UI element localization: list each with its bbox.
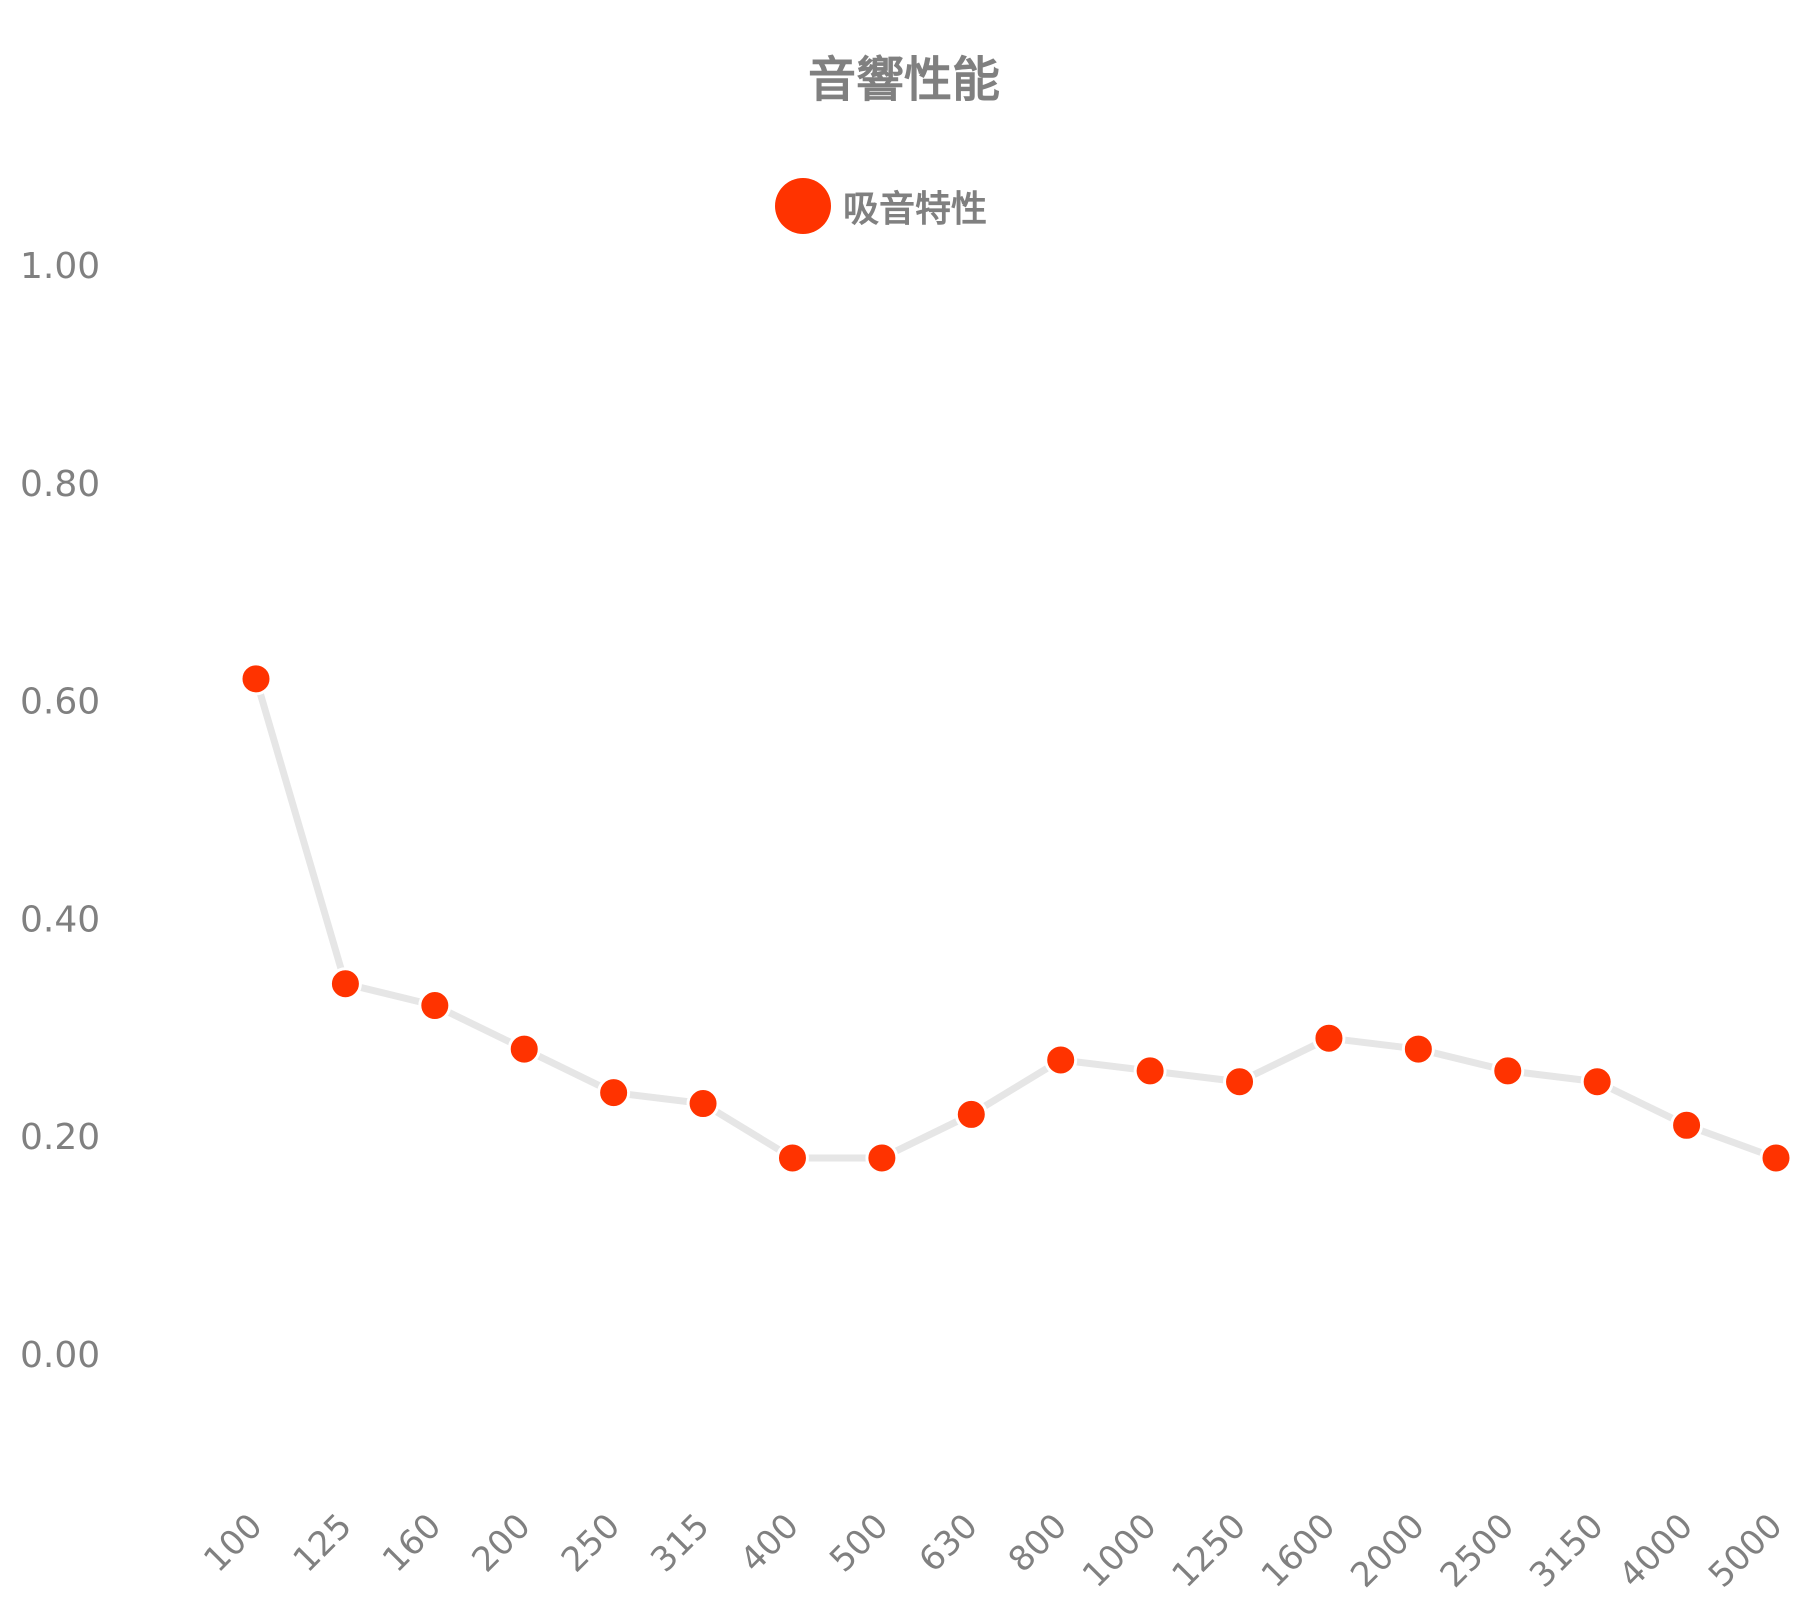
data-point[interactable] [418, 989, 452, 1023]
x-tick-label: 160 [375, 1506, 449, 1580]
legend[interactable]: 吸音特性 [775, 178, 987, 234]
data-point[interactable] [507, 1032, 541, 1066]
legend-label: 吸音特性 [843, 189, 988, 230]
y-tick-label: 0.80 [20, 464, 100, 505]
y-tick-label: 0.20 [20, 1117, 100, 1158]
legend-marker-icon [775, 178, 831, 234]
x-tick-label: 4000 [1611, 1506, 1700, 1595]
x-tick-label: 125 [286, 1506, 360, 1580]
series-line [252, 677, 1778, 1162]
x-tick-label: 2500 [1433, 1506, 1522, 1595]
x-tick-label: 315 [643, 1506, 717, 1580]
data-point[interactable] [1491, 1054, 1525, 1088]
data-point[interactable] [239, 662, 273, 696]
x-tick-label: 5000 [1701, 1506, 1790, 1595]
x-tick-label: 2000 [1343, 1506, 1432, 1595]
data-point[interactable] [1759, 1141, 1793, 1175]
data-point[interactable] [1223, 1065, 1257, 1099]
data-point[interactable] [1133, 1054, 1167, 1088]
x-tick-label: 630 [911, 1506, 985, 1580]
data-point[interactable] [597, 1076, 631, 1110]
x-tick-label: 1250 [1164, 1506, 1253, 1595]
x-tick-label: 400 [733, 1506, 807, 1580]
data-point[interactable] [954, 1097, 988, 1131]
x-tick-label: 200 [464, 1506, 538, 1580]
x-tick-label: 1000 [1075, 1506, 1164, 1595]
y-tick-label: 0.40 [20, 899, 100, 940]
data-point[interactable] [1312, 1021, 1346, 1055]
data-point[interactable] [1580, 1065, 1614, 1099]
y-tick-label: 1.00 [20, 246, 100, 287]
data-point[interactable] [1670, 1108, 1704, 1142]
data-point[interactable] [686, 1087, 720, 1121]
x-tick-label: 3150 [1522, 1506, 1611, 1595]
data-point[interactable] [1044, 1043, 1078, 1077]
chart-title: 音響性能 [807, 52, 1000, 108]
data-point[interactable] [775, 1141, 809, 1175]
x-tick-label: 250 [554, 1506, 628, 1580]
data-point[interactable] [865, 1141, 899, 1175]
x-tick-label: 500 [822, 1506, 896, 1580]
data-point[interactable] [1401, 1032, 1435, 1066]
x-tick-label: 100 [196, 1506, 270, 1580]
y-tick-label: 0.60 [20, 682, 100, 723]
y-tick-label: 0.00 [20, 1335, 100, 1376]
data-point[interactable] [328, 967, 362, 1001]
x-tick-label: 800 [1001, 1506, 1075, 1580]
x-tick-label: 1600 [1254, 1506, 1343, 1595]
